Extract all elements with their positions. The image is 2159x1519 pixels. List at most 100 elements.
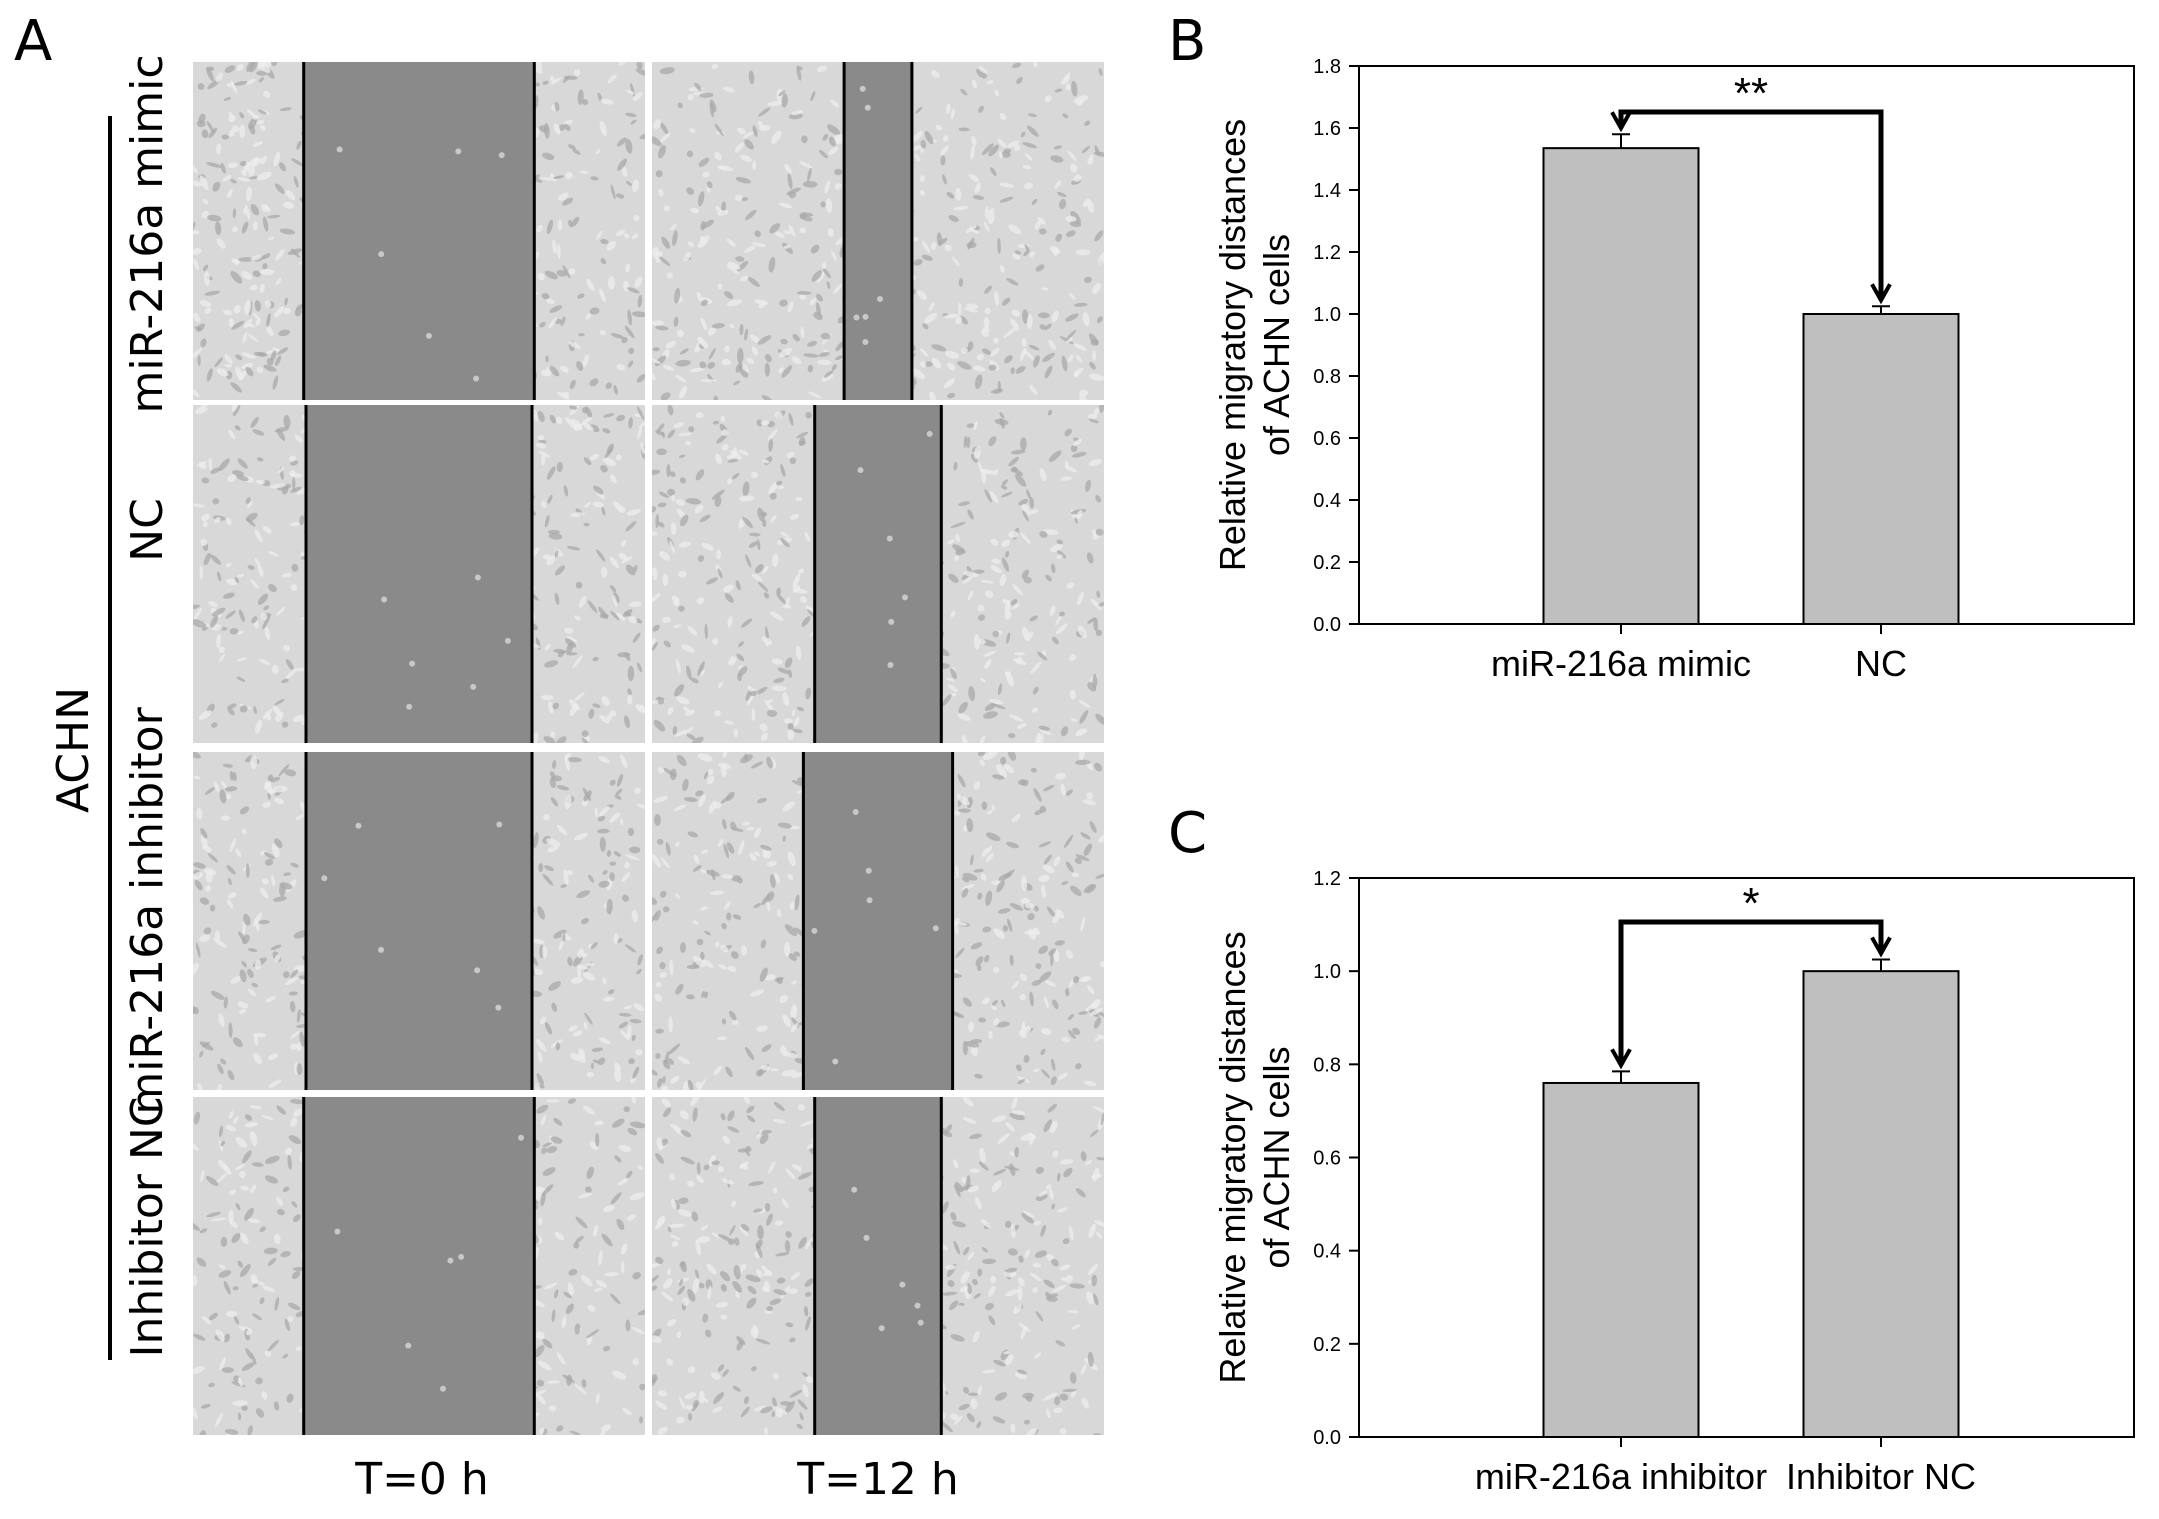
wound-gap xyxy=(306,405,532,743)
debris-dot xyxy=(853,314,860,321)
wound-gap xyxy=(814,1097,942,1435)
debris-dot xyxy=(474,967,481,974)
cell-line-label: ACHN xyxy=(48,686,99,814)
y-tick-label: 1.6 xyxy=(1313,118,1341,140)
debris-dot xyxy=(378,946,384,953)
debris-dot xyxy=(851,1186,858,1193)
wound-image-tile xyxy=(193,752,645,1090)
wound-image-tile xyxy=(193,62,645,400)
debris-dot xyxy=(336,146,343,153)
y-tick-label: 1.2 xyxy=(1313,868,1341,890)
debris-dot xyxy=(447,1257,454,1264)
debris-dot xyxy=(458,1253,465,1260)
debris-dot xyxy=(470,683,477,690)
y-tick-label: 0.8 xyxy=(1313,366,1341,388)
debris-dot xyxy=(409,660,416,667)
y-tick-label: 1.0 xyxy=(1313,304,1341,326)
wound-image-tile xyxy=(193,405,645,743)
debris-dot xyxy=(473,375,480,382)
debris-dot xyxy=(496,821,503,828)
debris-dot xyxy=(440,1385,446,1392)
y-tick-label: 0.6 xyxy=(1313,1148,1341,1170)
panel-b-letter: B xyxy=(1168,9,1207,74)
debris-dot xyxy=(886,535,893,542)
significance-bracket xyxy=(1618,109,1884,299)
debris-dot xyxy=(811,927,818,934)
wound-gap xyxy=(814,405,942,743)
debris-dot xyxy=(878,1325,885,1332)
y-tick-label: 1.2 xyxy=(1313,242,1341,264)
achn-bracket-line xyxy=(108,116,112,1360)
y-axis-label-line1: Relative migratory distances xyxy=(1212,119,1253,571)
debris-dot xyxy=(902,594,908,601)
wound-gap xyxy=(303,1097,535,1435)
debris-dot xyxy=(862,313,869,320)
debris-dot xyxy=(504,637,511,644)
debris-dot xyxy=(852,809,859,815)
y-tick-label: 0.6 xyxy=(1313,428,1341,450)
debris-dot xyxy=(863,1234,870,1241)
wound-gap xyxy=(844,62,912,400)
y-axis-label-line2: of ACHN cells xyxy=(1256,1046,1297,1268)
debris-dot xyxy=(859,85,866,92)
panel-c-letter: C xyxy=(1168,801,1208,866)
significance-marker: * xyxy=(1742,879,1759,928)
x-tick-label: NC xyxy=(1855,643,1907,684)
debris-dot xyxy=(914,1302,921,1309)
significance-marker: ** xyxy=(1734,69,1768,118)
plot-frame xyxy=(1358,65,2135,625)
debris-dot xyxy=(862,339,869,345)
y-tick-label: 1.8 xyxy=(1313,56,1341,78)
row-label-mimic: miR-216a mimic xyxy=(122,54,173,414)
debris-dot xyxy=(334,1228,341,1235)
debris-dot xyxy=(381,596,388,603)
y-tick-label: 0.4 xyxy=(1313,490,1341,512)
x-tick-label: miR-216a inhibitor xyxy=(1475,1456,1767,1497)
debris-dot xyxy=(899,1281,906,1288)
debris-dot xyxy=(832,1058,839,1065)
y-axis-label-line1: Relative migratory distances xyxy=(1212,931,1253,1383)
plot-frame xyxy=(1358,877,2135,1438)
row-label-inhibitor: miR-216a inhibitor xyxy=(122,707,173,1115)
debris-dot xyxy=(455,148,462,155)
wound-gap xyxy=(303,62,535,400)
bar xyxy=(1802,313,1960,625)
x-tick-label: miR-216a mimic xyxy=(1491,643,1751,684)
y-tick-label: 0.2 xyxy=(1313,1334,1341,1356)
bracket-arrowhead xyxy=(1610,111,1632,133)
y-tick-label: 0.4 xyxy=(1313,1241,1341,1263)
debris-dot xyxy=(378,251,385,258)
debris-dot xyxy=(932,925,939,932)
y-axis-label: Relative migratory distancesof ACHN cell… xyxy=(1212,119,1297,571)
y-tick-label: 1.4 xyxy=(1313,180,1341,202)
y-axis-label: Relative migratory distancesof ACHN cell… xyxy=(1212,931,1297,1383)
debris-dot xyxy=(495,1004,502,1011)
y-tick-label: 1.0 xyxy=(1313,961,1341,983)
debris-dot xyxy=(917,1319,924,1326)
debris-dot xyxy=(406,703,413,710)
debris-dot xyxy=(498,152,505,159)
debris-dot xyxy=(321,875,328,882)
y-tick-label: 0.0 xyxy=(1313,614,1341,636)
wound-gap xyxy=(803,752,953,1090)
y-tick-label: 0.2 xyxy=(1313,552,1341,574)
debris-dot xyxy=(887,662,894,668)
bracket-arrowhead xyxy=(1870,283,1892,305)
debris-dot xyxy=(877,296,883,302)
wound-image-tile xyxy=(652,1097,1104,1435)
debris-dot xyxy=(405,1342,412,1349)
panel-a-letter: A xyxy=(14,9,53,74)
bar xyxy=(1802,970,1960,1439)
bar xyxy=(1542,1081,1700,1438)
wound-image-tile xyxy=(652,405,1104,743)
bracket-arrowhead xyxy=(1610,1048,1632,1070)
debris-dot xyxy=(888,618,895,625)
debris-dot xyxy=(355,822,362,829)
wound-image-tile xyxy=(652,752,1104,1090)
wound-image-tile xyxy=(652,62,1104,400)
debris-dot xyxy=(865,867,872,874)
wound-gap xyxy=(306,752,532,1090)
debris-dot xyxy=(474,574,481,581)
column-label-t12: T=12 h xyxy=(797,1454,959,1505)
column-label-t0: T=0 h xyxy=(355,1454,489,1505)
